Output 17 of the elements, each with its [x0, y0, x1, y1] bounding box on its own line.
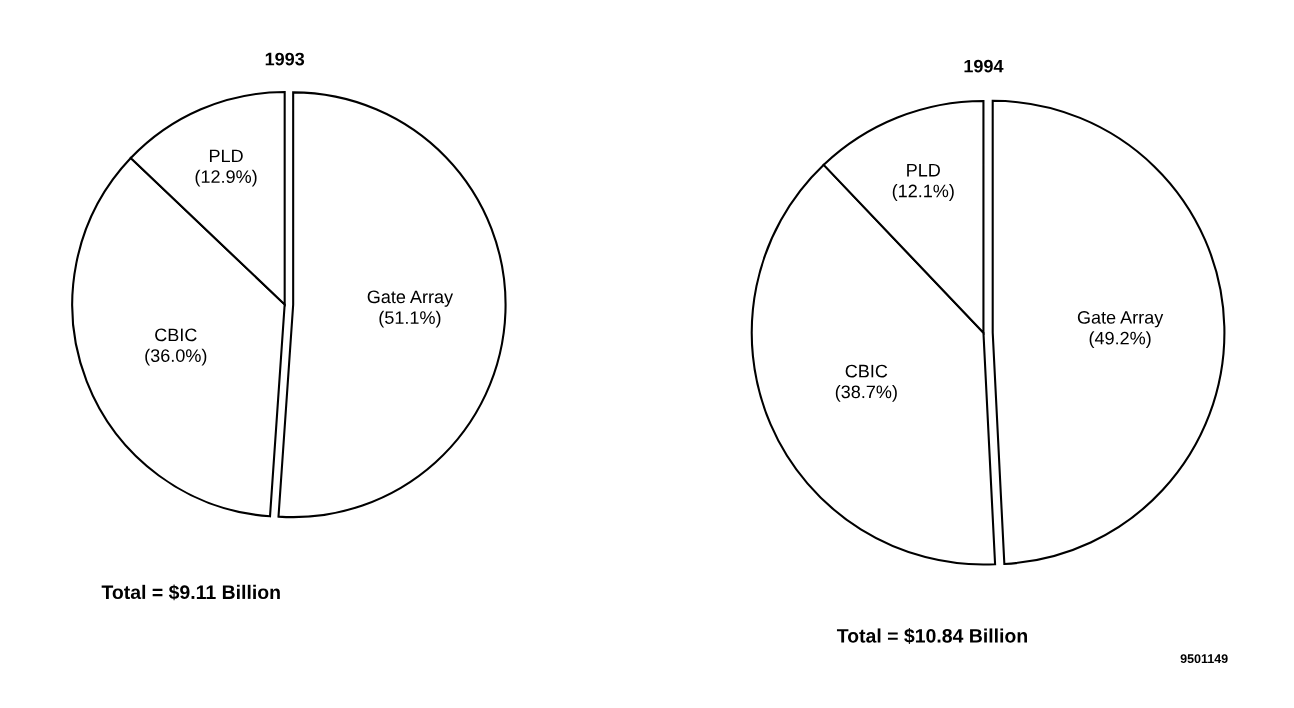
slice-label: CBIC: [845, 364, 888, 378]
chart-title: 1993: [265, 52, 305, 66]
slice-label: PLD: [907, 164, 940, 177]
text: Total = $10.84 Billion: [836, 628, 1027, 644]
data-label: (12.9%): [195, 169, 257, 187]
text: 9501149: [1180, 654, 1228, 664]
slice-label: Gate Array: [367, 290, 454, 307]
chart-title: 1994: [964, 59, 1004, 73]
text: Total = $9.11 Billion: [101, 584, 280, 601]
slice-label: CBIC: [155, 328, 197, 342]
data-label: (12.1%): [892, 184, 954, 201]
data-label: (38.7%): [835, 384, 897, 402]
data-label: (51.1%): [379, 310, 441, 328]
slice-label: PLD: [209, 149, 243, 163]
data-label: (36.0%): [145, 348, 207, 366]
data-label: (49.2%): [1089, 331, 1151, 349]
slice-label: Gate Array: [1077, 311, 1164, 328]
